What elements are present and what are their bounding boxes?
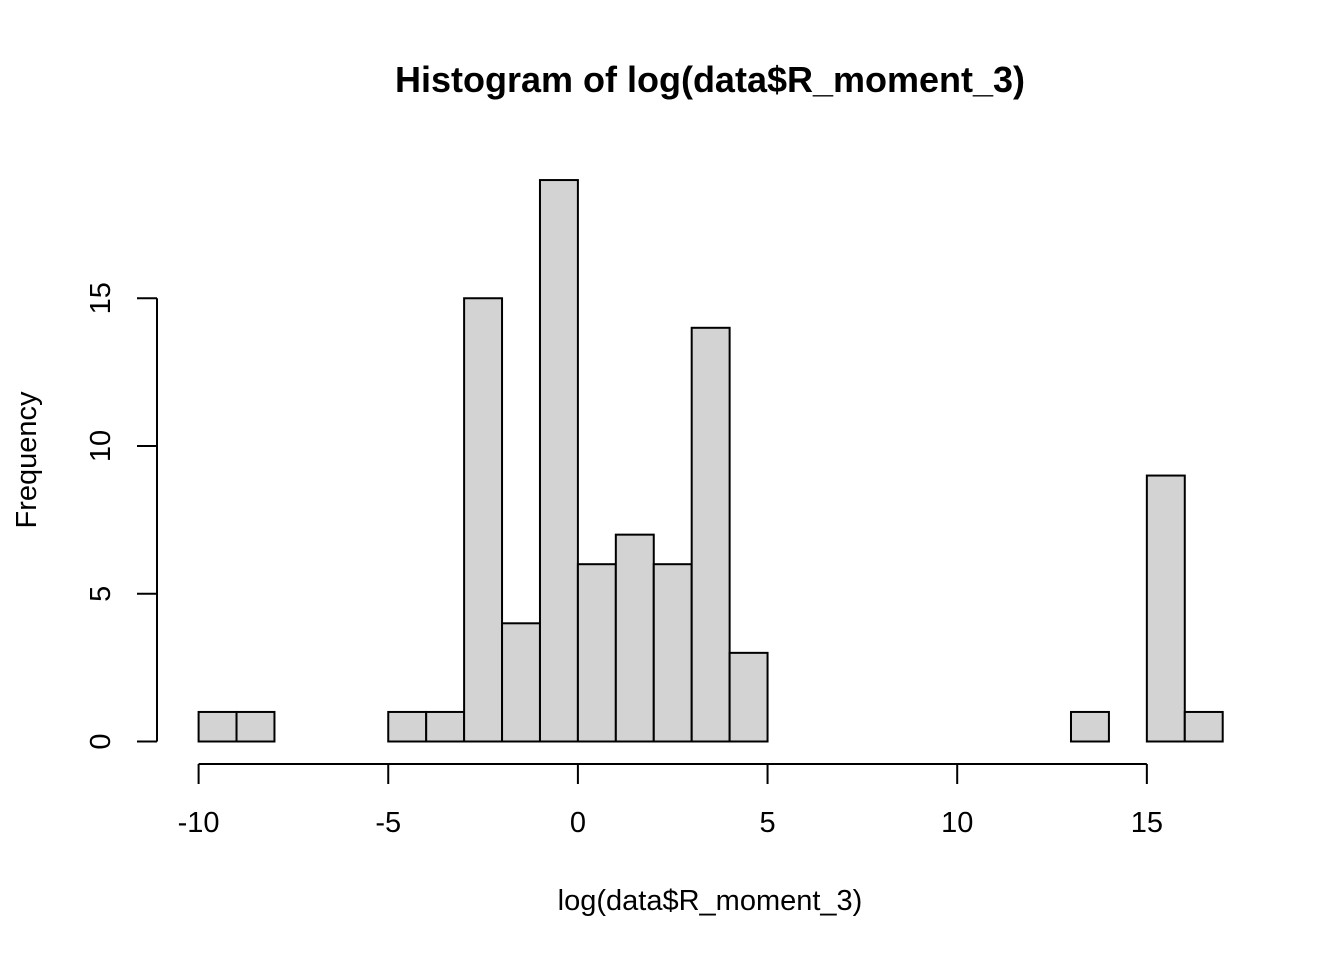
- y-tick-label: 0: [85, 733, 117, 749]
- y-tick-label: 5: [85, 586, 117, 602]
- x-tick-label: 10: [941, 807, 973, 839]
- y-tick-label: 15: [85, 282, 117, 314]
- x-tick-label: 5: [759, 807, 775, 839]
- histogram-bar: [425, 710, 466, 743]
- y-axis: 0 5 10 15: [85, 282, 158, 750]
- histogram-bar: [728, 651, 769, 743]
- histogram-bar: [1145, 474, 1186, 743]
- x-tick-label: 0: [570, 807, 586, 839]
- x-tick-label: 15: [1131, 807, 1163, 839]
- x-axis-label: log(data$R_moment_3): [558, 885, 863, 917]
- histogram-bar: [576, 563, 617, 743]
- histogram-bar: [1069, 710, 1110, 743]
- chart-title: Histogram of log(data$R_moment_3): [395, 59, 1025, 100]
- histogram-bar: [387, 710, 428, 743]
- x-tick-label: -5: [375, 807, 401, 839]
- histogram-bar: [652, 563, 693, 743]
- x-axis: -10 -5 0 5 10 15: [178, 763, 1163, 839]
- histogram-bar: [235, 710, 276, 743]
- histogram-bar: [501, 622, 541, 743]
- histogram-bar: [197, 710, 238, 743]
- x-tick-label: -10: [178, 807, 220, 839]
- histogram-bar: [690, 326, 731, 743]
- y-axis-label: Frequency: [11, 391, 43, 529]
- y-tick-label: 10: [85, 430, 117, 462]
- histogram-bar: [538, 179, 579, 743]
- histogram-bar: [1183, 710, 1224, 743]
- histogram-bar: [463, 297, 504, 743]
- bars-group: [197, 179, 1224, 743]
- histogram-bar: [614, 533, 655, 743]
